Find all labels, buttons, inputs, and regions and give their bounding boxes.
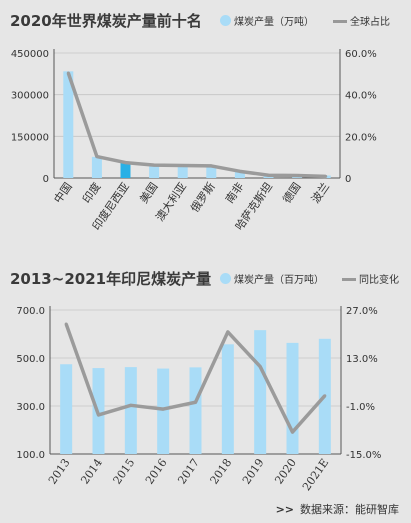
chart1-ytick-right: 20.0%: [345, 132, 377, 143]
chart1-legend-bar-swatch: [220, 15, 231, 26]
chart1-ytick-left: 300000: [11, 91, 49, 102]
chart1-ytick-left: 450000: [11, 49, 49, 60]
chart1-ytick-right: 0: [345, 174, 351, 185]
chart2-line-point: [64, 322, 68, 326]
chart1-bar: [63, 71, 74, 178]
chart2-xtick: 2013: [46, 456, 73, 486]
chart1-line-point: [209, 164, 213, 168]
chart1-xtick: 波兰: [309, 180, 332, 205]
chart1-bar: [206, 166, 217, 178]
chart2-ytick-right: 27.0%: [346, 306, 378, 317]
chart1-title: 2020年世界煤炭产量前十名: [10, 12, 202, 30]
chart1-legend-line-label: 全球占比: [350, 17, 390, 28]
chart1-xtick: 德国: [279, 180, 303, 206]
chart2-bar: [189, 367, 202, 454]
chart2-xtick: 2015: [111, 456, 138, 486]
chart1-xtick: 南非: [223, 180, 246, 205]
chart2-line-point: [161, 407, 165, 411]
chart2-line-point: [323, 394, 327, 398]
source-text: 数据来源：能研智库: [300, 503, 399, 516]
chart1-legend-line: 全球占比: [333, 13, 390, 28]
chart2-xtick: 2021E: [300, 456, 331, 493]
chart2-bar: [60, 364, 73, 454]
chart1-line-point: [324, 174, 328, 178]
chart1-ytick-left: 150000: [11, 132, 49, 143]
chart2-xtick: 2014: [78, 456, 105, 486]
chart2-line-point: [291, 430, 294, 434]
chart2-ytick-left: 300.0: [16, 402, 45, 413]
chart2-legend-line-label: 同比变化: [359, 275, 399, 286]
chart2-xtick: 2016: [143, 456, 170, 486]
chart1-line-point: [124, 161, 127, 165]
chart1-line-point: [95, 155, 99, 159]
chart1-legend-line-swatch: [333, 20, 347, 23]
chart2-bar: [254, 330, 267, 454]
chart1-bar: [177, 164, 188, 178]
chart1-xtick: 印度: [79, 180, 103, 206]
chart1-xtick: 中国: [51, 180, 74, 205]
chart2-xtick: 2020: [272, 456, 299, 486]
chart1-line-point: [267, 173, 270, 177]
chart2-ytick-right: -15.0%: [346, 450, 381, 461]
chart1-bar: [234, 171, 245, 178]
chart2-legend-bar: 煤炭产量（百万吨）: [220, 271, 324, 286]
chart2-xtick: 2019: [240, 456, 267, 486]
chart2-line-point: [226, 330, 230, 334]
chart2-ytick-left: 100.0: [16, 450, 45, 461]
chart2-ytick-right: -1.0%: [346, 402, 375, 413]
chart2-legend-bar-label: 煤炭产量（百万吨）: [234, 275, 324, 286]
chart1-bar: [120, 162, 131, 178]
chart2-legend-bar-swatch: [220, 273, 231, 284]
chart2-bar: [157, 368, 170, 454]
chart1-bar: [149, 164, 160, 178]
chart2-bar: [124, 367, 137, 454]
chart1-ytick-right: 40.0%: [345, 91, 377, 102]
chart2-line-point: [97, 413, 100, 417]
chart1-bar: [91, 156, 102, 178]
chart2-ytick-left: 700.0: [16, 306, 45, 317]
chart1-series-line: [66, 72, 326, 179]
chart2-line-point: [194, 400, 197, 404]
chart-top-production-2020: 2020年世界煤炭产量前十名 煤炭产量（万吨） 全球占比 0 0 150000 20.…: [10, 12, 390, 233]
chart1-legend-bar-label: 煤炭产量（万吨）: [234, 17, 314, 28]
chart2-title: 2013~2021年印尼煤炭产量: [10, 270, 212, 288]
chart2-ytick-right: 13.0%: [346, 354, 378, 365]
chart1-ytick-right: 60.0%: [345, 49, 377, 60]
chart1-ytick-left: 0: [43, 174, 49, 185]
chart1-line-point: [152, 163, 156, 167]
chart2-legend-line: 同比变化: [342, 271, 399, 286]
chart1-xtick: 美国: [137, 180, 160, 205]
chart2-legend-line-swatch: [342, 278, 356, 281]
chart1-line-point: [295, 174, 299, 177]
chart1-legend-bar: 煤炭产量（万吨）: [220, 13, 314, 28]
chart2-line-point: [129, 403, 133, 407]
chart1-line-point: [181, 164, 185, 167]
chart2-ytick-left: 500.0: [16, 354, 45, 365]
chart2-bar: [286, 342, 299, 454]
source-arrow: >>: [275, 503, 294, 516]
chart2-line-point: [258, 365, 262, 369]
chart2-plot: 100.0 -15.0% 300.0 -1.0% 500.0 13.0% 700.0 27.0…: [16, 306, 381, 493]
chart2-xtick: 2018: [208, 456, 235, 486]
chart-indonesia-production: 2013~2021年印尼煤炭产量 煤炭产量（百万吨） 同比变化 100.0 -15…: [0, 262, 411, 502]
chart2-xtick: 2017: [175, 456, 202, 486]
data-source: >> 数据来源：能研智库: [276, 501, 399, 517]
chart2-bar: [221, 344, 234, 454]
chart1-line-point: [66, 71, 70, 75]
chart1-line-point: [238, 169, 242, 173]
chart1-xtick: 俄罗斯: [188, 180, 218, 214]
